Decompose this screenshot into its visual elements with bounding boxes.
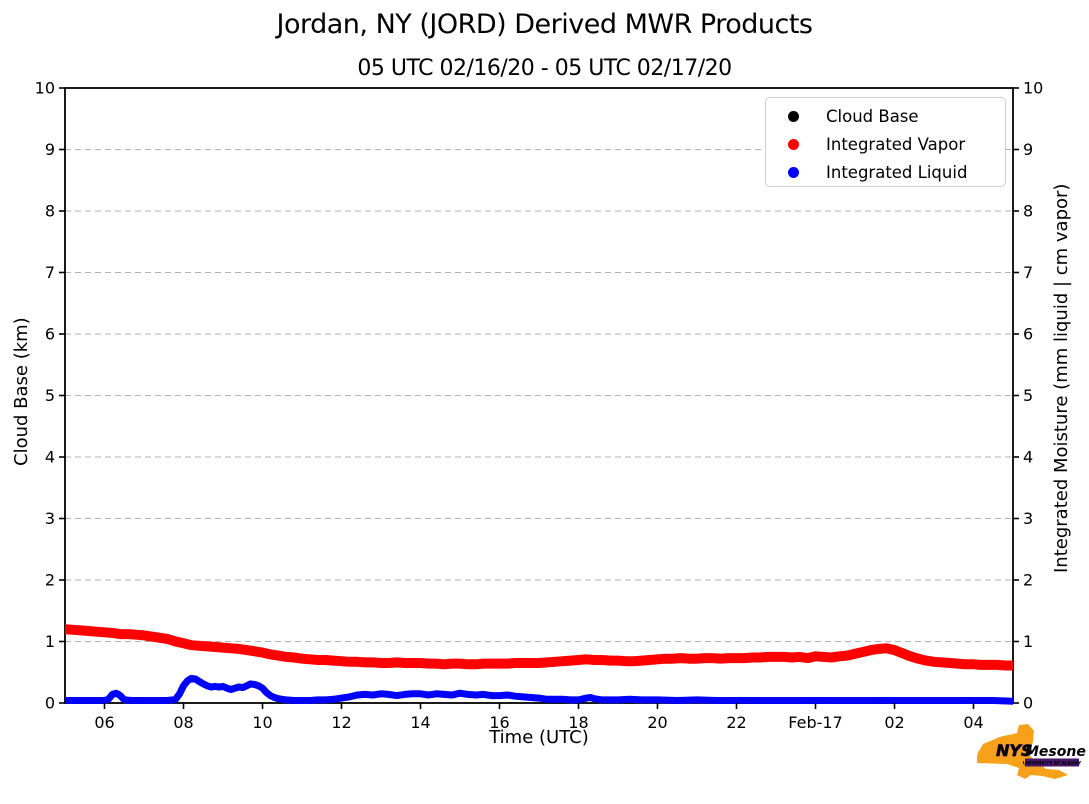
legend-item-integrated-liquid: Integrated Liquid (766, 158, 1005, 186)
integrated-liquid-marker-icon (788, 166, 799, 178)
x-tick-label-02: 02 (884, 713, 904, 732)
x-tick-label-04: 04 (963, 713, 983, 732)
chart-title: Jordan, NY (JORD) Derived MWR Products (276, 9, 814, 40)
y-tick-label-left-7: 7 (45, 263, 55, 282)
y-tick-label-left-4: 4 (45, 448, 55, 467)
chart-subtitle: 05 UTC 02/16/20 - 05 UTC 02/17/20 (357, 56, 732, 81)
x-tick-label-Feb-17: Feb-17 (788, 713, 842, 732)
logo-tagline-bar (1025, 758, 1079, 767)
y-axis-label-left: Cloud Base (km) (11, 317, 32, 466)
y-tick-label-left-6: 6 (45, 325, 55, 344)
y-tick-label-right-8: 8 (1023, 202, 1033, 221)
y-tick-label-right-2: 2 (1023, 571, 1033, 590)
y-axis-label-right: Integrated Moisture (mm liquid | cm vapo… (1051, 183, 1072, 573)
y-tick-label-right-9: 9 (1023, 140, 1033, 159)
y-tick-label-right-5: 5 (1023, 386, 1033, 405)
integrated-vapor-marker-icon (788, 138, 799, 150)
legend: Cloud Base Integrated Vapor Integrated L… (765, 97, 1006, 187)
y-tick-label-left-3: 3 (45, 509, 55, 528)
nys-mesonet-logo: NYS Mesonet UNIVERSITY AT ALBANY (968, 722, 1089, 786)
x-tick-label-10: 10 (252, 713, 272, 732)
legend-label: Integrated Vapor (826, 134, 966, 154)
y-tick-label-left-5: 5 (45, 386, 55, 405)
y-tick-label-right-3: 3 (1023, 509, 1033, 528)
logo-org-text: NYS (996, 741, 1033, 760)
series-integrated-vapor (65, 624, 1013, 671)
legend-label: Integrated Liquid (826, 162, 968, 182)
x-tick-label-12: 12 (331, 713, 351, 732)
x-tick-label-22: 22 (726, 713, 746, 732)
y-tick-label-left-9: 9 (45, 140, 55, 159)
x-axis-label: Time (UTC) (489, 727, 589, 748)
legend-item-cloud-base: Cloud Base (766, 102, 1005, 130)
y-tick-label-left-2: 2 (45, 571, 55, 590)
y-tick-label-left-10: 10 (35, 79, 55, 98)
series-integrated-liquid (65, 674, 1013, 705)
ny-state-icon (977, 724, 1068, 779)
x-tick-label-06: 06 (94, 713, 114, 732)
y-tick-label-left-1: 1 (45, 632, 55, 651)
x-tick-label-14: 14 (410, 713, 430, 732)
y-tick-label-right-10: 10 (1023, 79, 1043, 98)
y-tick-label-right-0: 0 (1023, 694, 1033, 713)
y-tick-label-left-0: 0 (45, 694, 55, 713)
logo-name-text: Mesonet (1025, 744, 1086, 760)
y-tick-label-right-1: 1 (1023, 632, 1033, 651)
legend-label: Cloud Base (826, 106, 919, 126)
x-tick-label-20: 20 (647, 713, 667, 732)
logo-tagline-text: UNIVERSITY AT ALBANY (1023, 760, 1082, 766)
y-tick-label-left-8: 8 (45, 202, 55, 221)
y-tick-label-right-4: 4 (1023, 448, 1033, 467)
legend-item-integrated-vapor: Integrated Vapor (766, 130, 1005, 158)
cloud-base-marker-icon (788, 110, 799, 122)
y-tick-label-right-6: 6 (1023, 325, 1033, 344)
x-tick-label-08: 08 (173, 713, 193, 732)
x-tick-label-16: 16 (489, 713, 509, 732)
x-tick-label-18: 18 (568, 713, 588, 732)
y-tick-label-right-7: 7 (1023, 263, 1033, 282)
